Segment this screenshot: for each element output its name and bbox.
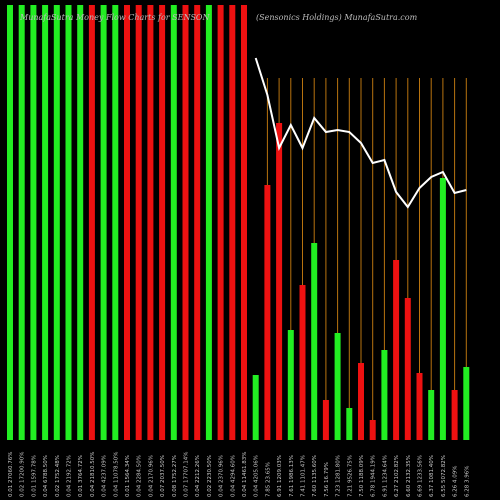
bar <box>287 330 294 440</box>
bar <box>18 5 25 440</box>
bar <box>205 5 212 440</box>
x-tick-label: 0.04 2212.26% <box>195 455 201 497</box>
bar <box>88 5 95 440</box>
chart-title: MunafaSutra Money Flow Charts for SENSON <box>19 13 210 22</box>
bar <box>124 5 130 440</box>
bar <box>451 390 458 440</box>
x-tick-label: 0.04 2192.72% <box>67 455 73 497</box>
chart-title: (Sensonics Holdings) MunafaSutra.com <box>256 13 418 22</box>
x-tick-label: 0.04 11078.50% <box>113 452 119 497</box>
bar <box>182 5 189 440</box>
bar <box>252 375 259 440</box>
bar <box>42 5 49 440</box>
bar <box>264 185 271 440</box>
bar <box>334 333 341 440</box>
x-tick-label: 0.04 6788.50% <box>43 455 49 497</box>
bar <box>217 5 224 440</box>
bar <box>7 5 13 440</box>
bar <box>393 260 400 440</box>
x-tick-label: 7.41 1101.47% <box>301 455 307 497</box>
x-tick-label: 7.23 1281.80% <box>336 455 342 497</box>
x-tick-label: 0.04 2284.50% <box>137 455 143 497</box>
bar <box>112 5 119 440</box>
x-tick-label: 6.91 1209.03% <box>277 455 283 497</box>
bar <box>53 5 60 440</box>
x-tick-label: 0.04 11461.83% <box>242 452 248 497</box>
bar <box>299 285 306 440</box>
x-tick-label: 7.56 16.79% <box>324 462 330 497</box>
bar <box>463 367 470 440</box>
bar <box>147 5 154 440</box>
x-tick-label: 6.91 1234.64% <box>382 455 388 497</box>
x-tick-label: 6.55 5072.82% <box>441 455 447 497</box>
x-tick-label: 0.04 4294.60% <box>230 455 236 497</box>
bar <box>358 363 364 440</box>
x-tick-label: 6.27 2102.82% <box>394 455 400 497</box>
x-tick-label: 0.07 2037.50% <box>160 455 166 497</box>
bar <box>30 5 37 440</box>
x-tick-label: 6.78 1944.19% <box>371 455 377 497</box>
bar <box>159 5 166 440</box>
bar <box>381 350 388 440</box>
bar <box>439 178 446 440</box>
x-tick-label: 0.07 17707.14% <box>184 452 190 497</box>
x-tick-label: 6.37 1081.40% <box>429 455 435 497</box>
line <box>254 57 467 209</box>
x-tick-label: 0.04 2370.96% <box>219 455 225 497</box>
bar <box>322 400 329 440</box>
bar <box>194 5 201 440</box>
x-tick-label: 7.60 1135.60% <box>312 455 318 497</box>
bar <box>276 123 283 440</box>
x-tick-label: 7.61 1986.13% <box>289 455 295 497</box>
bar <box>65 5 72 440</box>
bar <box>77 5 84 440</box>
bar <box>369 420 376 440</box>
bar <box>428 390 435 440</box>
x-tick-label: 0.02 17200.90% <box>20 452 26 497</box>
x-tick-label: 0.08 1752.27% <box>172 455 178 497</box>
x-tick-label: 0.01 27060.76% <box>8 452 14 497</box>
x-tick-label: 7.21 9526.75% <box>347 455 353 497</box>
x-tick-label: 6.60 2132.35% <box>406 455 412 497</box>
x-tick-label: 0.02 2230.50% <box>207 455 213 497</box>
bar <box>241 5 247 440</box>
x-tick-label: 7.50 1188.09% <box>359 455 365 497</box>
x-tick-label: 0.04 4237.09% <box>102 455 108 497</box>
bar <box>311 243 318 440</box>
bar <box>229 5 236 440</box>
x-tick-label: 0.04 21810.50% <box>90 452 96 497</box>
x-tick-label: 6.26 4.09% <box>453 466 459 497</box>
x-tick-label: 7.85 23.65% <box>265 462 271 497</box>
x-tick-label: 6.28 3.96% <box>464 466 470 497</box>
bar <box>170 5 177 440</box>
bar <box>135 5 142 440</box>
bar <box>346 408 353 440</box>
bar <box>100 5 107 440</box>
x-tick-label: 0.04 4205.06% <box>254 455 260 497</box>
x-tick-label: 6.69 1233.56% <box>418 455 424 497</box>
x-tick-label: 0.02 1752.48% <box>55 455 61 497</box>
bar <box>416 373 423 440</box>
x-tick-label: 0.04 2170.96% <box>148 455 154 497</box>
x-tick-label: 0.01 1597.78% <box>31 455 37 497</box>
bar <box>404 298 411 440</box>
x-tick-label: 0.01 1564.34% <box>125 455 131 497</box>
x-tick-label: 0.01 3764.72% <box>78 455 84 497</box>
